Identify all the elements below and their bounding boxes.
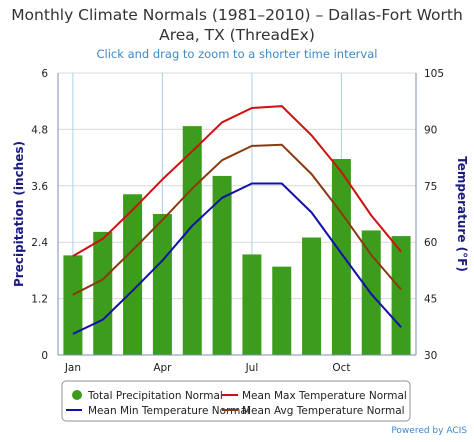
credits-link[interactable]: Powered by ACIS bbox=[391, 426, 467, 436]
legend-item-min-temp[interactable]: Mean Min Temperature Normal bbox=[66, 405, 250, 417]
precipitation-bar bbox=[272, 266, 292, 355]
y-right-tick-label: 45 bbox=[424, 294, 437, 306]
precipitation-bar bbox=[391, 236, 411, 355]
precipitation-bar bbox=[242, 254, 262, 355]
min-temp-line bbox=[72, 182, 402, 335]
y-left-axis-title: Precipitation (inches) bbox=[12, 141, 26, 287]
y-right-tick-label: 75 bbox=[424, 181, 437, 193]
precipitation-bar bbox=[152, 214, 172, 355]
legend-precipitation-label: Total Precipitation Normal bbox=[87, 390, 223, 402]
chart-subtitle: Click and drag to zoom to a shorter time… bbox=[97, 47, 378, 61]
x-tick-label: Jul bbox=[245, 362, 259, 374]
legend-item-precipitation[interactable]: Total Precipitation Normal bbox=[72, 390, 223, 402]
y-left-tick-label: 2.4 bbox=[31, 237, 48, 249]
y-left-tick-label: 4.8 bbox=[31, 124, 48, 136]
y-right-tick-label: 105 bbox=[424, 68, 444, 80]
bars-layer bbox=[63, 126, 411, 355]
precipitation-bar bbox=[123, 194, 143, 355]
axes-layer: 0 1.2 2.4 3.6 4.8 6 30 45 60 75 90 105 Jan Apr Jul Oct bbox=[31, 68, 444, 374]
chart-title-line-2: Area, TX (ThreadEx) bbox=[159, 26, 315, 44]
lines-layer bbox=[72, 105, 402, 335]
precipitation-bar bbox=[63, 255, 83, 355]
chart-title-line-1: Monthly Climate Normals (1981–2010) – Da… bbox=[11, 6, 463, 24]
y-right-tick-label: 30 bbox=[424, 350, 437, 362]
y-right-tick-label: 90 bbox=[424, 124, 437, 136]
avg-temp-line bbox=[72, 143, 402, 296]
precipitation-bar bbox=[93, 231, 113, 355]
legend-max-temp-label: Mean Max Temperature Normal bbox=[242, 390, 407, 402]
y-left-tick-label: 0 bbox=[41, 350, 48, 362]
legend-min-temp-label: Mean Min Temperature Normal bbox=[88, 405, 250, 417]
y-right-tick-label: 60 bbox=[424, 237, 437, 249]
legend-item-max-temp[interactable]: Mean Max Temperature Normal bbox=[222, 390, 407, 402]
max-temp-line bbox=[72, 105, 402, 257]
x-tick-label: Jan bbox=[64, 362, 81, 374]
y-right-axis-title: Temperature (°F) bbox=[455, 156, 469, 272]
legend-precipitation-swatch bbox=[72, 390, 82, 400]
precipitation-bar bbox=[331, 159, 351, 355]
precipitation-bar bbox=[212, 175, 232, 355]
precipitation-bar bbox=[302, 237, 322, 355]
legend-avg-temp-label: Mean Avg Temperature Normal bbox=[242, 405, 405, 417]
y-left-tick-label: 1.2 bbox=[31, 294, 48, 306]
y-left-tick-label: 3.6 bbox=[31, 181, 48, 193]
legend: Total Precipitation Normal Mean Max Temp… bbox=[61, 380, 411, 422]
legend-item-avg-temp[interactable]: Mean Avg Temperature Normal bbox=[222, 405, 405, 417]
precipitation-bar bbox=[182, 126, 202, 355]
x-tick-label: Apr bbox=[153, 362, 172, 374]
x-tick-label: Oct bbox=[332, 362, 350, 374]
y-left-tick-label: 6 bbox=[41, 68, 48, 80]
legend-box bbox=[61, 380, 411, 422]
